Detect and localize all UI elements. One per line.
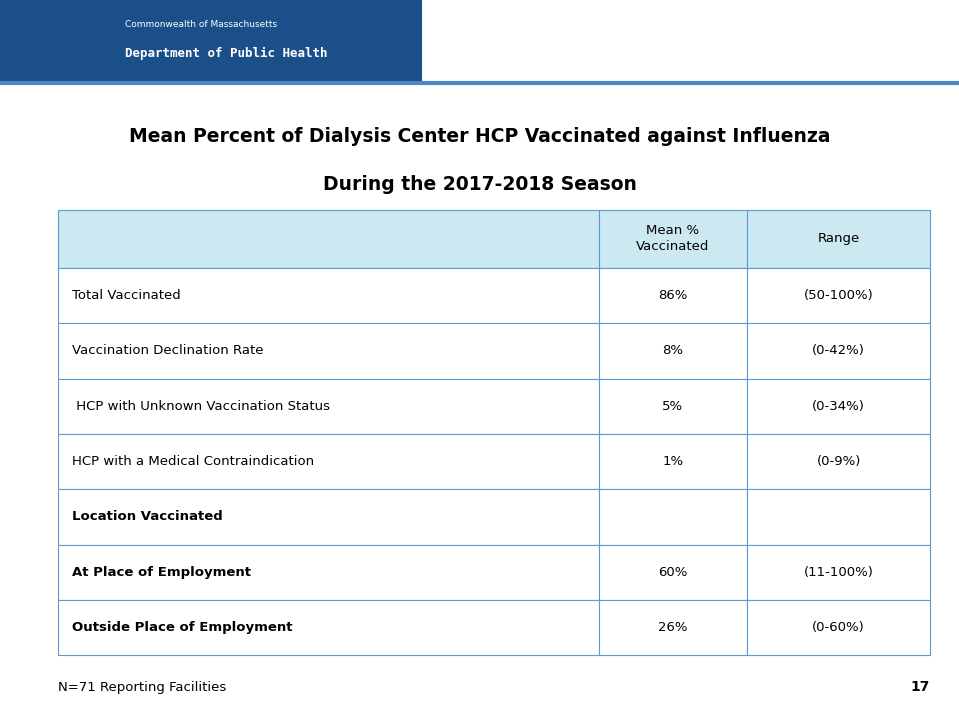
Text: Department of Public Health: Department of Public Health <box>125 47 327 60</box>
Bar <box>747 379 930 434</box>
Bar <box>598 434 747 490</box>
Bar <box>58 490 598 545</box>
Bar <box>598 268 747 324</box>
Bar <box>598 545 747 600</box>
Text: Range: Range <box>817 232 859 245</box>
Bar <box>598 600 747 656</box>
Text: During the 2017-2018 Season: During the 2017-2018 Season <box>322 175 637 194</box>
Text: N=71 Reporting Facilities: N=71 Reporting Facilities <box>58 681 225 694</box>
Text: Mean %
Vaccinated: Mean % Vaccinated <box>636 224 710 253</box>
Bar <box>747 210 930 268</box>
Bar <box>598 490 747 545</box>
Text: (0-34%): (0-34%) <box>812 400 865 413</box>
Bar <box>747 545 930 600</box>
Bar <box>58 379 598 434</box>
Text: 60%: 60% <box>658 566 688 579</box>
Text: HCP with Unknown Vaccination Status: HCP with Unknown Vaccination Status <box>72 400 330 413</box>
Bar <box>58 210 598 268</box>
Bar <box>0 0 422 83</box>
Bar <box>598 210 747 268</box>
Bar <box>747 434 930 490</box>
Text: Outside Place of Employment: Outside Place of Employment <box>72 621 292 634</box>
Text: 5%: 5% <box>663 400 684 413</box>
Bar <box>58 324 598 379</box>
Text: (0-9%): (0-9%) <box>816 455 861 468</box>
Text: (50-100%): (50-100%) <box>804 289 874 302</box>
Bar <box>747 268 930 324</box>
Bar <box>58 600 598 656</box>
Text: 1%: 1% <box>663 455 684 468</box>
Bar <box>58 434 598 490</box>
Bar <box>747 324 930 379</box>
Text: 17: 17 <box>911 679 930 694</box>
Text: Location Vaccinated: Location Vaccinated <box>72 510 222 523</box>
Text: (0-42%): (0-42%) <box>812 344 865 357</box>
Text: 8%: 8% <box>663 344 683 357</box>
Bar <box>58 268 598 324</box>
Text: HCP with a Medical Contraindication: HCP with a Medical Contraindication <box>72 455 314 468</box>
Text: 26%: 26% <box>658 621 688 634</box>
Text: Total Vaccinated: Total Vaccinated <box>72 289 180 302</box>
Text: At Place of Employment: At Place of Employment <box>72 566 251 579</box>
Text: 2017-2018 Results: Dialysis Centers: 2017-2018 Results: Dialysis Centers <box>460 32 913 51</box>
Bar <box>747 490 930 545</box>
Text: Vaccination Declination Rate: Vaccination Declination Rate <box>72 344 264 357</box>
Bar <box>598 324 747 379</box>
Text: Commonwealth of Massachusetts: Commonwealth of Massachusetts <box>125 20 277 29</box>
Text: (11-100%): (11-100%) <box>804 566 874 579</box>
Bar <box>58 545 598 600</box>
Text: (0-60%): (0-60%) <box>812 621 865 634</box>
Text: 86%: 86% <box>658 289 688 302</box>
Bar <box>747 600 930 656</box>
Bar <box>598 379 747 434</box>
Text: Mean Percent of Dialysis Center HCP Vaccinated against Influenza: Mean Percent of Dialysis Center HCP Vacc… <box>129 127 830 146</box>
